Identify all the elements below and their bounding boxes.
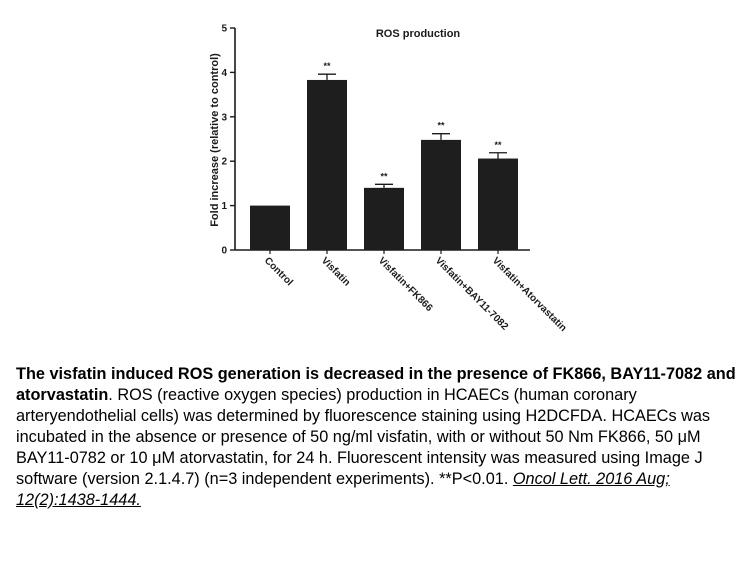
caption-body: . ROS (reactive oxygen species) producti…	[16, 386, 711, 488]
y-tick-label: 5	[221, 24, 227, 35]
significance-label: **	[380, 171, 388, 181]
y-tick-label: 4	[221, 68, 227, 79]
bar	[307, 79, 347, 250]
bar	[421, 139, 461, 250]
citation-link[interactable]: Oncol Lett. 2016 Aug; 12(2):1438-1444.	[16, 470, 670, 509]
caption-bold-lead: The visfatin induced ROS generation is d…	[16, 365, 736, 404]
x-tick-label: Control	[262, 255, 295, 288]
chart-bars: ** ** ** **	[250, 61, 518, 250]
y-tick-label: 1	[221, 201, 227, 212]
x-tick-labels: Control Visfatin Visfatin+FK866Visfatin+BA…	[262, 255, 569, 334]
y-axis-label: Fold increase (relative to control)	[209, 53, 221, 227]
y-tick-label: 3	[221, 112, 227, 123]
bar	[250, 205, 290, 250]
bar-chart: ROS production Fold increase (relative t…	[209, 24, 569, 334]
significance-label: **	[437, 121, 445, 131]
y-tick-label: 0	[221, 246, 227, 257]
y-tick-label: 2	[221, 157, 227, 168]
significance-label: **	[323, 61, 331, 71]
chart-title: ROS production	[376, 28, 461, 40]
bar	[478, 158, 518, 250]
x-tick-label: Visfatin	[319, 255, 352, 288]
figure-caption: The visfatin induced ROS generation is d…	[16, 364, 746, 511]
bar	[364, 187, 404, 250]
x-tick-label: Visfatin+FK866	[376, 255, 435, 314]
significance-label: **	[494, 140, 502, 150]
